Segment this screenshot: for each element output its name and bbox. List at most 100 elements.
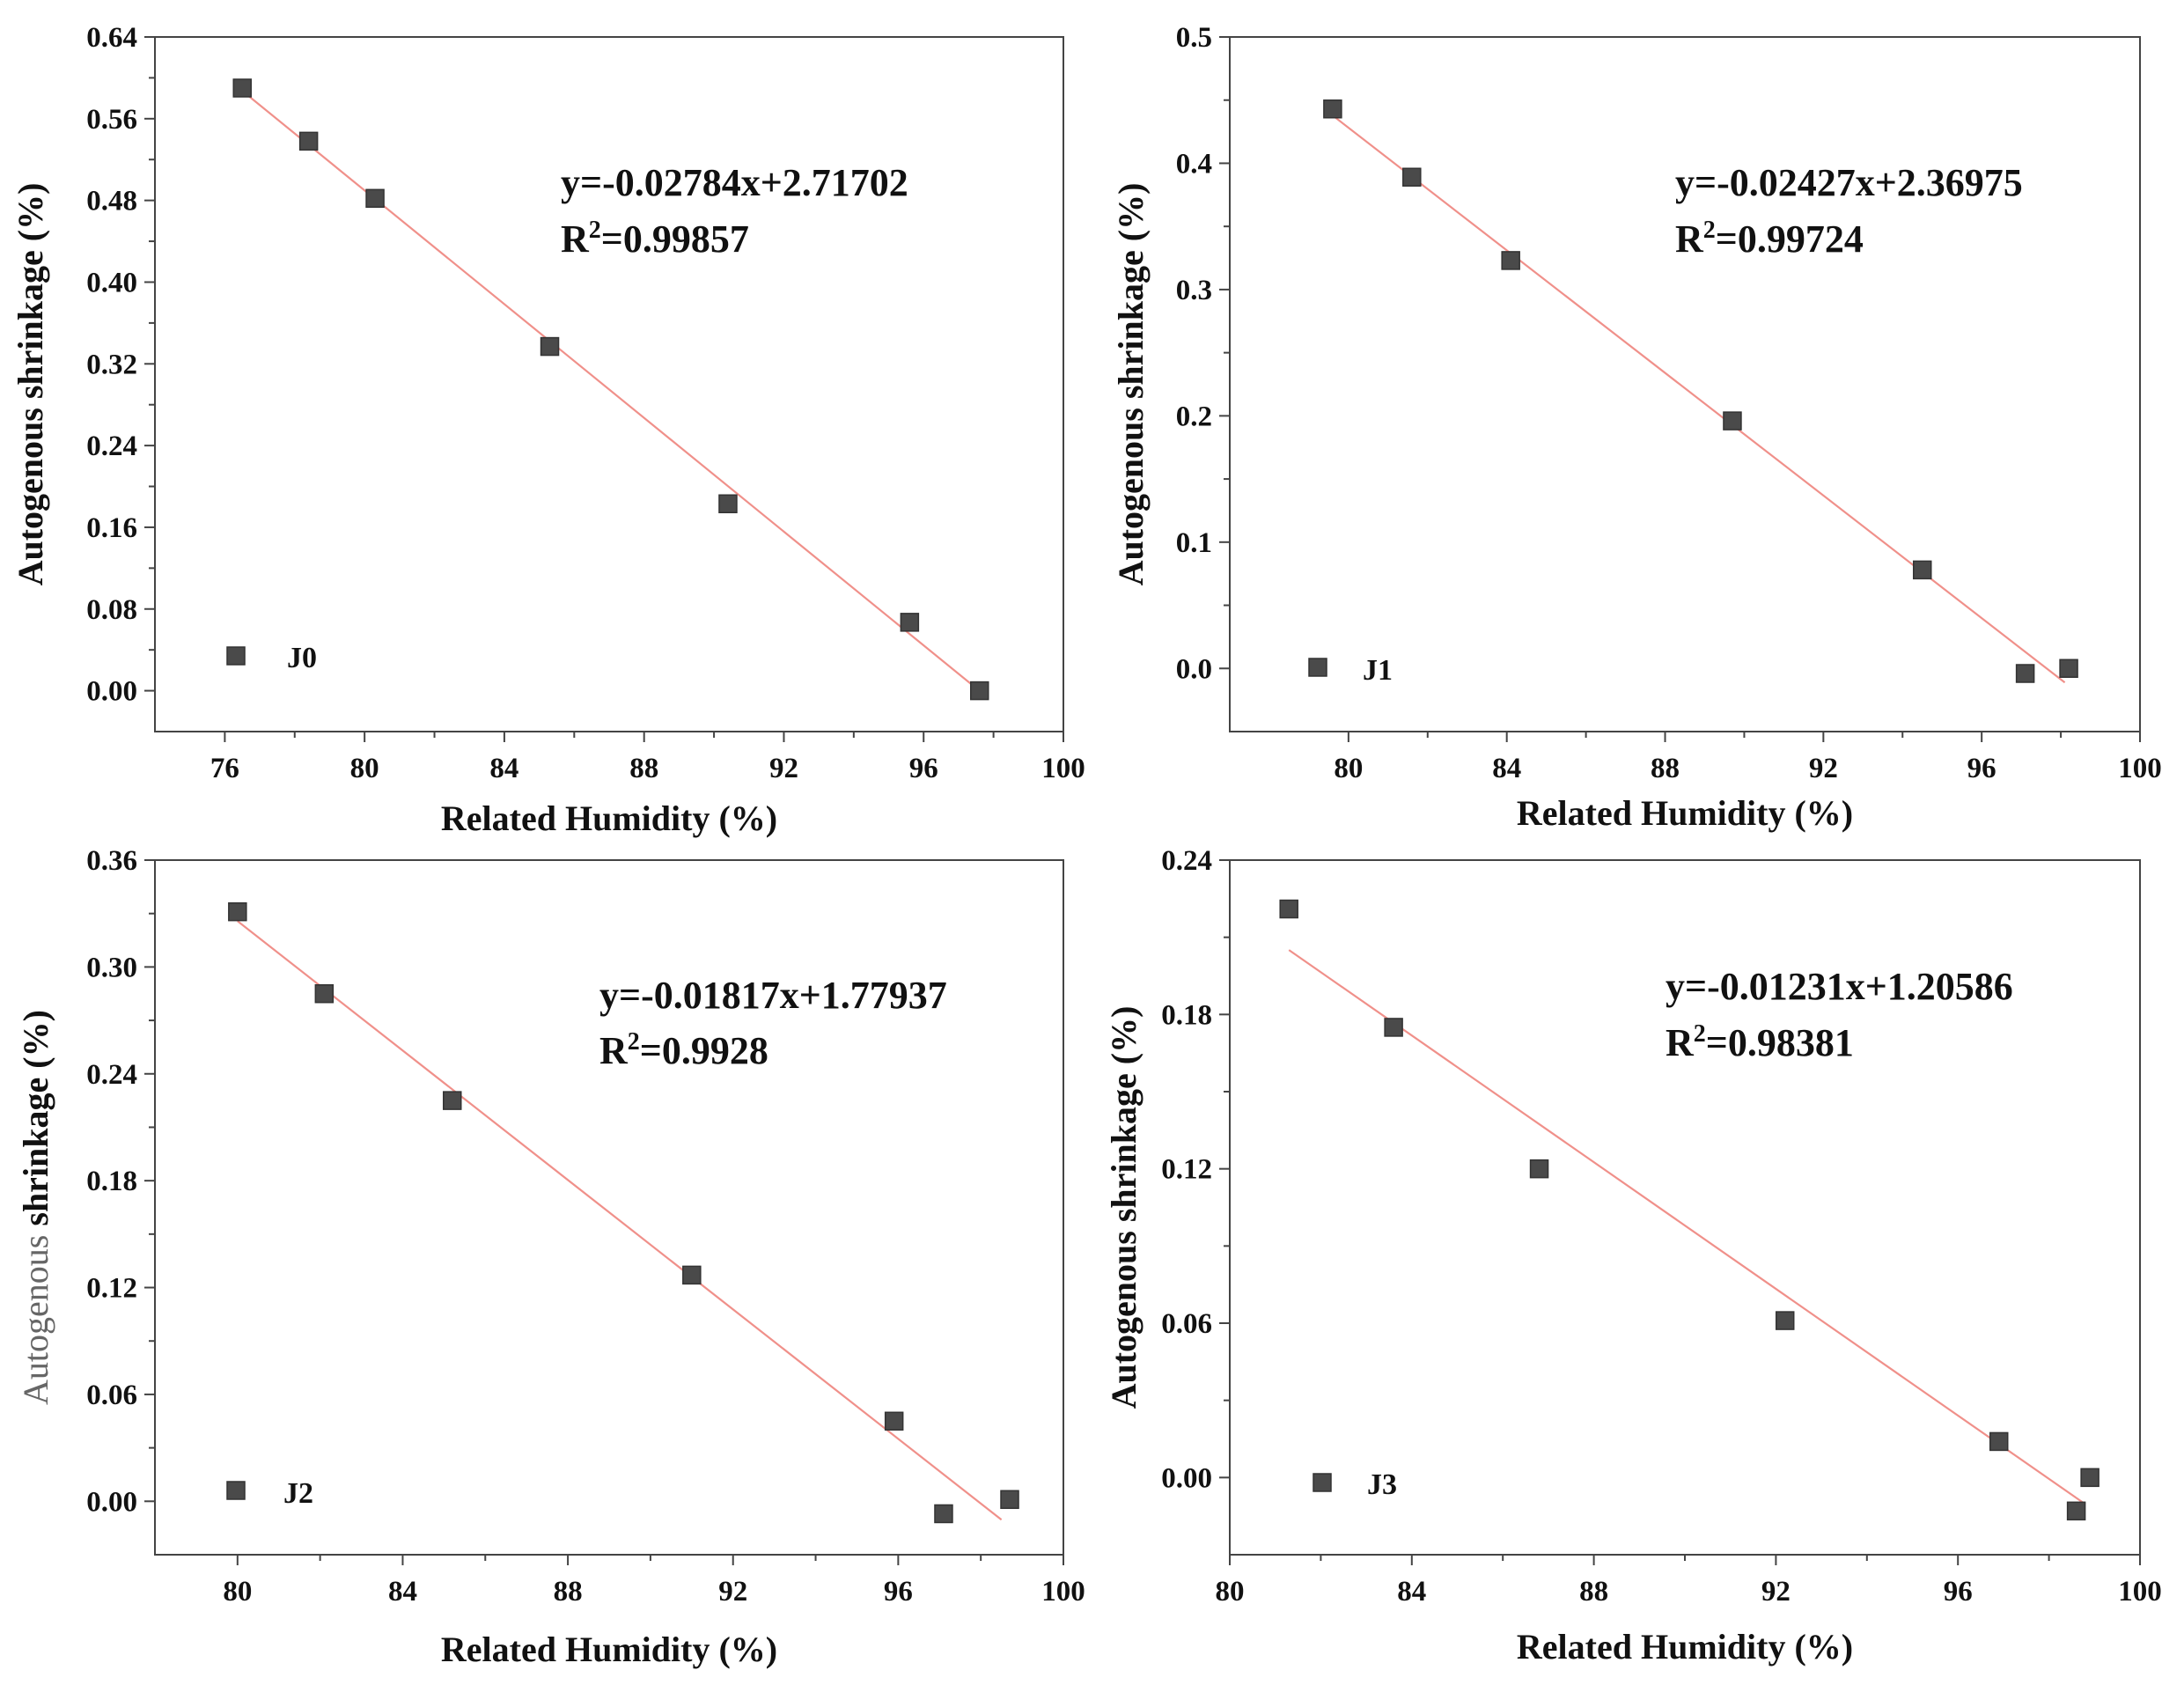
y-tick-label: 0.24 bbox=[86, 430, 137, 462]
x-tick-label: 100 bbox=[1041, 1576, 1085, 1608]
plot-frame bbox=[1229, 36, 2141, 732]
plot-frame bbox=[154, 36, 1064, 732]
r-squared-symbol: R bbox=[1675, 217, 1704, 261]
data-point bbox=[1775, 1311, 1795, 1330]
data-point bbox=[900, 613, 920, 632]
data-point bbox=[934, 1504, 953, 1524]
legend-label: J0 bbox=[287, 642, 317, 674]
x-tick-label: 80 bbox=[1216, 1576, 1245, 1608]
data-point bbox=[969, 681, 989, 701]
fit-equation: y=-0.01817x+1.77937 bbox=[599, 974, 947, 1017]
data-point bbox=[228, 901, 247, 922]
data-point bbox=[1402, 167, 1422, 187]
fit-line bbox=[237, 920, 1003, 1521]
y-tick-label: 0.48 bbox=[86, 186, 137, 217]
data-point bbox=[1279, 899, 1298, 919]
x-tick-label: 76 bbox=[210, 753, 239, 784]
data-point bbox=[2080, 1468, 2099, 1488]
x-tick-label: 84 bbox=[1492, 753, 1521, 784]
x-axis-title: Related Humidity (%) bbox=[1517, 793, 1853, 833]
data-point bbox=[1912, 560, 1932, 580]
x-tick-label: 92 bbox=[718, 1576, 747, 1608]
y-tick-label: 0.08 bbox=[86, 594, 137, 626]
data-point bbox=[232, 78, 252, 98]
fit-line bbox=[234, 84, 988, 698]
y-tick-label: 0.5 bbox=[1176, 22, 1212, 54]
x-tick-label: 80 bbox=[223, 1576, 252, 1608]
r-squared-value: =0.99724 bbox=[1716, 217, 1864, 261]
data-point bbox=[1989, 1431, 2009, 1452]
y-axis-title-bold: shrinkage (%) bbox=[16, 1010, 55, 1235]
y-tick-label: 0.06 bbox=[1161, 1308, 1212, 1340]
y-tick-label: 0.24 bbox=[86, 1059, 137, 1091]
r-squared: R2=0.9928 bbox=[599, 1028, 768, 1072]
data-point bbox=[1000, 1490, 1019, 1510]
panel-j0: 76 80 84 88 92 96 100 0.00 0.08 0.16 0.24 0.32 0.40 0… bbox=[11, 22, 1085, 838]
fit-equation: y=-0.02784x+2.71702 bbox=[561, 161, 908, 204]
y-axis-title-light: Autogenous bbox=[16, 1235, 55, 1405]
data-point bbox=[1501, 251, 1520, 270]
data-point bbox=[2059, 659, 2078, 679]
y-axis-title: Autogenous shrinkage (%) bbox=[1111, 183, 1151, 586]
legend-marker bbox=[226, 1481, 246, 1500]
x-tick-label: 88 bbox=[1651, 753, 1680, 784]
data-point bbox=[365, 188, 385, 209]
y-tick-label: 0.4 bbox=[1176, 148, 1212, 180]
y-tick-label: 0.12 bbox=[86, 1273, 137, 1305]
r-squared-value: =0.99857 bbox=[601, 217, 749, 261]
y-tick-label: 0.1 bbox=[1176, 527, 1212, 559]
x-tick-label: 88 bbox=[1579, 1576, 1608, 1608]
r-squared-superscript: 2 bbox=[589, 217, 601, 244]
x-tick-label: 80 bbox=[350, 753, 379, 784]
x-tick-label: 96 bbox=[1944, 1576, 1973, 1608]
r-squared-symbol: R bbox=[1666, 1021, 1695, 1064]
x-tick-label: 96 bbox=[909, 753, 938, 784]
x-axis-title: Related Humidity (%) bbox=[1517, 1627, 1853, 1667]
data-point bbox=[1723, 411, 1742, 430]
y-tick-label: 0.40 bbox=[86, 267, 137, 298]
x-tick-label: 84 bbox=[489, 753, 518, 784]
plot-frame bbox=[154, 859, 1064, 1556]
r-squared-value: =0.9928 bbox=[640, 1029, 768, 1072]
y-tick-label: 0.16 bbox=[86, 512, 137, 544]
data-point bbox=[682, 1265, 702, 1285]
legend-label: J1 bbox=[1363, 654, 1393, 687]
y-tick-label: 0.06 bbox=[86, 1380, 137, 1411]
y-tick-label: 0.30 bbox=[86, 952, 137, 983]
data-point bbox=[442, 1091, 462, 1110]
y-axis-title: Autogenous shrinkage (%) bbox=[16, 1010, 55, 1405]
y-tick-label: 0.56 bbox=[86, 104, 137, 136]
x-tick-label: 100 bbox=[1041, 753, 1085, 784]
x-tick-label: 88 bbox=[554, 1576, 583, 1608]
data-point bbox=[1384, 1018, 1403, 1037]
y-tick-label: 0.36 bbox=[86, 845, 137, 877]
legend-label: J2 bbox=[283, 1477, 313, 1510]
r-squared: R2=0.98381 bbox=[1666, 1020, 1854, 1064]
y-tick-label: 0.0 bbox=[1176, 653, 1212, 685]
data-point bbox=[298, 131, 319, 151]
data-point bbox=[1529, 1159, 1549, 1179]
x-tick-label: 92 bbox=[1809, 753, 1838, 784]
x-tick-label: 96 bbox=[1967, 753, 1996, 784]
y-tick-label: 0.2 bbox=[1176, 401, 1212, 432]
data-point bbox=[540, 336, 560, 357]
r-squared-symbol: R bbox=[599, 1029, 629, 1072]
data-point bbox=[314, 983, 335, 1004]
x-tick-label: 80 bbox=[1334, 753, 1363, 784]
r-squared-value: =0.98381 bbox=[1706, 1021, 1854, 1064]
legend-label: J3 bbox=[1367, 1468, 1397, 1501]
x-tick-label: 100 bbox=[2118, 753, 2162, 784]
x-tick-label: 96 bbox=[884, 1576, 913, 1608]
y-tick-label: 0.24 bbox=[1161, 845, 1212, 877]
data-point bbox=[2015, 664, 2035, 683]
x-tick-label: 84 bbox=[388, 1576, 417, 1608]
y-axis-title: Autogenous shrinkage (%) bbox=[1104, 1006, 1143, 1409]
r-squared-superscript: 2 bbox=[628, 1028, 640, 1056]
y-tick-label: 0.32 bbox=[86, 349, 137, 380]
y-tick-label: 0.18 bbox=[86, 1166, 137, 1197]
x-tick-label: 92 bbox=[1761, 1576, 1791, 1608]
y-tick-label: 0.00 bbox=[86, 676, 137, 708]
y-tick-label: 0.00 bbox=[1161, 1462, 1212, 1494]
data-point bbox=[2066, 1501, 2086, 1521]
legend-marker bbox=[226, 646, 246, 666]
